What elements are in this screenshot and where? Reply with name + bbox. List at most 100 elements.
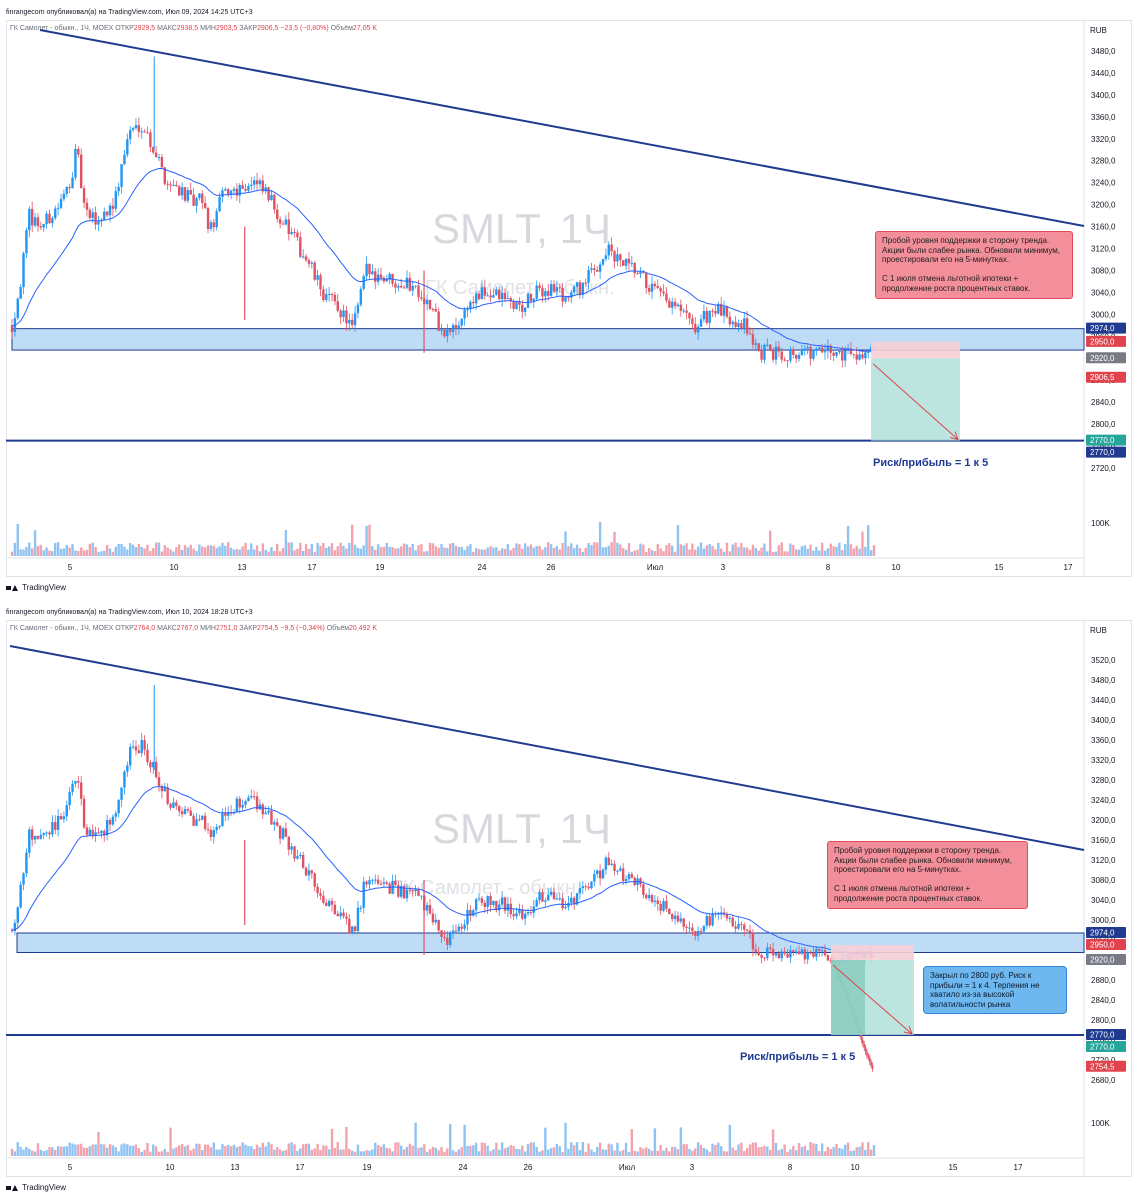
candle-body — [28, 208, 31, 231]
candle-body — [414, 285, 417, 287]
volume-bar — [62, 548, 66, 556]
volume-bar — [794, 549, 798, 556]
volume-bar — [633, 1150, 636, 1156]
candle-body — [431, 308, 435, 310]
volume-bar — [451, 1150, 455, 1156]
candle-body — [659, 903, 662, 911]
candle-body — [818, 948, 821, 951]
candle-body — [221, 190, 224, 197]
volume-bar — [399, 546, 403, 556]
candle-body — [215, 826, 218, 831]
volume-bar — [154, 1146, 158, 1156]
time-tick-label: 5 — [68, 563, 73, 572]
candle-body — [541, 892, 544, 902]
candle-body — [780, 351, 783, 360]
volume-bar — [477, 1151, 481, 1156]
volume-bar — [809, 1142, 812, 1156]
candle-body — [103, 211, 106, 220]
volume-bar — [166, 1151, 169, 1156]
candle-body — [97, 221, 100, 225]
candle-body — [241, 185, 244, 190]
volume-bar — [189, 544, 192, 556]
volume-bar — [201, 1149, 204, 1156]
candle-body — [25, 852, 28, 874]
volume-bar — [232, 549, 236, 556]
volume-bar — [126, 549, 129, 556]
volume-bar — [780, 542, 783, 556]
candle-body — [22, 253, 25, 288]
candle-body — [532, 906, 536, 913]
volume-bar — [676, 1149, 680, 1156]
price-label-text: 2974,0 — [1090, 324, 1115, 333]
candle-body — [463, 309, 466, 319]
price-chart-top[interactable]: 3480,0 3440,0 3400,0 3360,0 3320,0 3280,0 3240… — [0, 0, 1136, 600]
volume-bar — [258, 1147, 262, 1156]
candle-body — [515, 302, 518, 309]
candle-body — [85, 827, 89, 835]
volume-bar — [699, 542, 703, 556]
stop-loss-zone — [831, 945, 914, 960]
volume-bar — [149, 1151, 152, 1156]
time-tick-label: 24 — [459, 1163, 468, 1172]
volume-bar — [668, 543, 671, 556]
chart-panel-top: finrangecom опубликовал(а) на TradingVie… — [0, 0, 1136, 600]
volume-bar — [180, 1143, 184, 1156]
moving-average-line — [11, 167, 875, 352]
volume-bar — [322, 1145, 325, 1156]
volume-bar — [463, 549, 466, 556]
price-chart-bottom[interactable]: 3520,03480,03440,03400,03360,03320,03280… — [0, 600, 1136, 1200]
candle-body — [506, 298, 510, 300]
volume-bar — [405, 544, 409, 556]
volume-bar — [679, 1127, 683, 1156]
candle-body — [388, 883, 391, 894]
volume-bar — [56, 1146, 60, 1156]
candle-body — [255, 180, 259, 185]
volume-bar — [163, 545, 166, 556]
candle-body — [564, 906, 567, 909]
volume-bar — [642, 1148, 645, 1156]
volume-bar — [766, 1146, 769, 1156]
volume-bar — [397, 548, 400, 556]
candle-body — [696, 930, 700, 936]
candle-body — [818, 347, 821, 349]
volume-bar — [812, 1143, 815, 1156]
candle-body — [526, 293, 530, 308]
candle-body — [489, 295, 492, 298]
tradingview-logo[interactable]: TradingView — [6, 1183, 66, 1192]
volume-bar — [293, 550, 296, 556]
candle-body — [457, 926, 461, 932]
candle-body — [365, 263, 368, 277]
volume-bar — [310, 543, 314, 556]
candle-body — [307, 260, 311, 264]
candle-body — [613, 863, 616, 871]
candle-body — [463, 924, 466, 929]
candle-body — [316, 886, 319, 894]
candle-body — [572, 897, 576, 905]
candle-body — [694, 323, 697, 333]
candle-body — [28, 829, 31, 853]
tradingview-logo[interactable]: TradingView — [6, 583, 66, 592]
volume-bar — [835, 546, 838, 556]
time-tick-label: 17 — [308, 563, 317, 572]
candle-body — [621, 260, 625, 266]
candle-body — [803, 949, 807, 960]
candle-body — [74, 780, 77, 784]
volume-bar — [581, 551, 585, 556]
volume-bar — [518, 1149, 521, 1156]
candle-body — [117, 799, 120, 814]
volume-bar — [45, 1150, 48, 1156]
candle-body — [232, 188, 236, 191]
candle-body — [54, 822, 57, 830]
volume-bar — [356, 547, 360, 556]
candle-body — [129, 129, 132, 140]
candle-body — [224, 813, 227, 816]
candle-body — [120, 164, 123, 187]
time-tick-label: 17 — [296, 1163, 305, 1172]
volume-bar — [276, 1147, 279, 1156]
volume-bar — [757, 1147, 760, 1156]
volume-bar — [218, 546, 221, 556]
volume-bar — [613, 1150, 616, 1156]
candle-body — [356, 907, 360, 932]
candle-body — [48, 832, 51, 835]
volume-bar — [846, 1142, 850, 1156]
